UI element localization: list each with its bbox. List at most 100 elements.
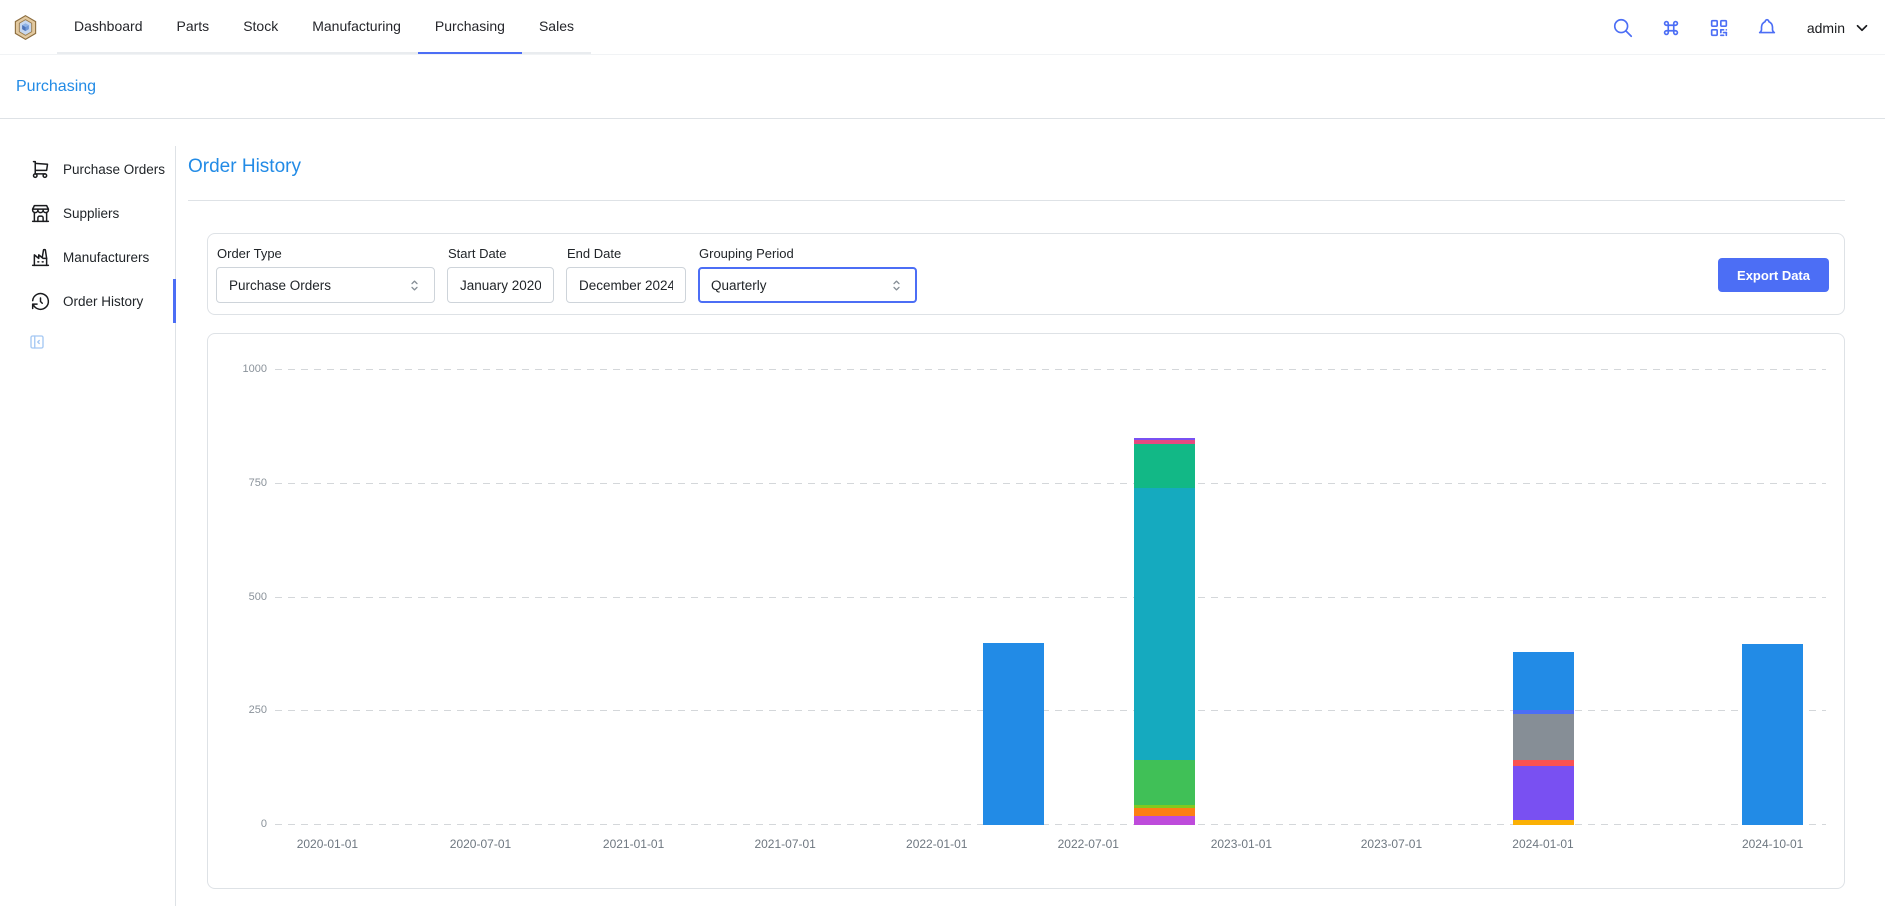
bar-segment[interactable] [1134,437,1196,441]
bar-segment[interactable] [1742,644,1804,825]
bar-2024-10-01[interactable] [1742,644,1804,825]
sidebar: Purchase Orders Suppliers Manufacturers … [0,120,175,906]
x-tick-label: 2023-07-01 [1360,837,1423,851]
shopping-cart-icon [30,159,51,180]
x-tick-label: 2022-01-01 [906,837,968,851]
order-type-field: Order Type Purchase Orders [216,246,435,303]
page-header: Purchasing [0,55,1885,119]
qrcode-scan-icon[interactable] [1707,16,1731,40]
tab-stock-label: Stock [243,18,279,34]
sidebar-item-label: Order History [63,293,144,309]
bar-segment[interactable] [1134,805,1196,808]
bar-segment[interactable] [1134,440,1196,444]
tab-sales-label: Sales [538,18,574,34]
bar-2022-10-01[interactable] [1134,437,1196,825]
main-tabs: Dashboard Parts Stock Manufacturing Purc… [57,0,591,54]
sidebar-item-label: Manufacturers [63,249,150,265]
x-tick-label: 2024-01-01 [1512,837,1574,851]
grouping-period-value: Quarterly [711,277,767,293]
bar-2022-04-01[interactable] [982,643,1044,825]
notifications-bell-icon[interactable] [1755,16,1779,40]
bar-2024-01-01[interactable] [1512,652,1574,825]
command-icon[interactable] [1659,16,1683,40]
x-tick-label: 2020-07-01 [449,837,512,851]
bar-segment[interactable] [1512,709,1574,715]
sidebar-item-purchase-orders[interactable]: Purchase Orders [0,147,175,191]
chart-panel: 0 250 500 750 1000 2020-01-01 2020-07-01 2021-0… [207,333,1845,889]
start-date-label: Start Date [448,246,507,261]
x-tick-label: 2024-10-01 [1741,837,1804,851]
gridline-y-1000: 1000 [243,363,1826,375]
y-tick-label: 1000 [242,363,267,376]
gridline-y-250: 250 [249,704,1826,716]
tab-stock[interactable]: Stock [226,0,295,54]
nav-actions: admin [1611,0,1871,55]
grouping-period-label: Grouping Period [699,246,794,261]
end-date-input[interactable] [566,267,686,303]
gridline-y-750: 750 [249,477,1826,489]
tab-purchasing-label: Purchasing [434,18,505,34]
tab-dashboard[interactable]: Dashboard [57,0,160,54]
grouping-period-select[interactable]: Quarterly [698,267,917,303]
bar-segment[interactable] [1512,759,1574,766]
sidebar-item-label: Purchase Orders [63,161,166,177]
bar-segment[interactable] [1134,760,1196,806]
building-store-icon [30,203,51,224]
y-tick-label: 500 [248,590,267,603]
order-type-select[interactable]: Purchase Orders [216,267,435,303]
sidebar-active-indicator [173,279,176,323]
sidebar-collapse-icon[interactable] [28,333,46,351]
y-tick-label: 250 [248,704,267,717]
x-tick-label: 2021-01-01 [602,837,665,851]
tab-parts-label: Parts [176,18,210,34]
bar-segment[interactable] [1512,652,1574,710]
selector-icon [407,278,422,293]
sidebar-item-suppliers[interactable]: Suppliers [0,191,175,235]
order-type-value: Purchase Orders [229,277,332,293]
start-date-input[interactable] [447,267,554,303]
factory-icon [30,247,51,268]
username-label: admin [1806,19,1845,36]
bar-segment[interactable] [1134,815,1196,825]
search-icon[interactable] [1611,16,1635,40]
content-area: Purchase Orders Suppliers Manufacturers … [0,120,1885,906]
gridline-y-0: 0 [261,818,1826,830]
bar-segment[interactable] [1134,487,1196,761]
end-date-field: End Date [566,246,686,303]
selector-icon [889,278,904,293]
x-tick-label: 2021-07-01 [754,837,816,851]
y-tick-label: 0 [260,818,267,830]
sidebar-item-manufacturers[interactable]: Manufacturers [0,235,175,279]
sidebar-item-order-history[interactable]: Order History [0,279,175,323]
filter-panel: Order Type Purchase Orders Start Date En… [207,233,1845,315]
grouping-period-field: Grouping Period Quarterly [698,246,917,303]
bar-segment[interactable] [1512,714,1574,760]
gridline-y-500: 500 [249,591,1826,603]
tab-parts[interactable]: Parts [160,0,227,54]
bar-segment[interactable] [1134,443,1196,488]
bar-segment[interactable] [982,643,1044,825]
end-date-label: End Date [567,246,622,261]
bar-segment[interactable] [1134,807,1196,816]
y-tick-label: 750 [248,476,267,489]
breadcrumb-title[interactable]: Purchasing [16,77,97,95]
start-date-field: Start Date [447,246,554,303]
bar-segment[interactable] [1512,765,1574,820]
sidebar-item-label: Suppliers [63,205,120,221]
app-logo-icon[interactable] [0,0,49,54]
order-type-label: Order Type [217,246,282,261]
main-panel: Order History Order Type Purchase Orders… [188,120,1885,906]
sidebar-divider [175,146,176,906]
tab-dashboard-label: Dashboard [74,18,143,34]
tab-manufacturing[interactable]: Manufacturing [295,0,418,54]
export-data-button[interactable]: Export Data [1718,258,1829,292]
page-title: Order History [188,156,301,177]
tab-sales[interactable]: Sales [522,0,591,54]
history-icon [30,291,51,312]
tab-manufacturing-label: Manufacturing [312,18,401,34]
tab-purchasing[interactable]: Purchasing [417,0,522,54]
order-history-chart: 0 250 500 750 1000 2020-01-01 2020-07-01 2021-0… [243,352,1826,851]
user-menu[interactable]: admin [1807,19,1871,37]
bar-segment[interactable] [1512,819,1574,825]
top-navbar: Dashboard Parts Stock Manufacturing Purc… [0,0,1885,55]
